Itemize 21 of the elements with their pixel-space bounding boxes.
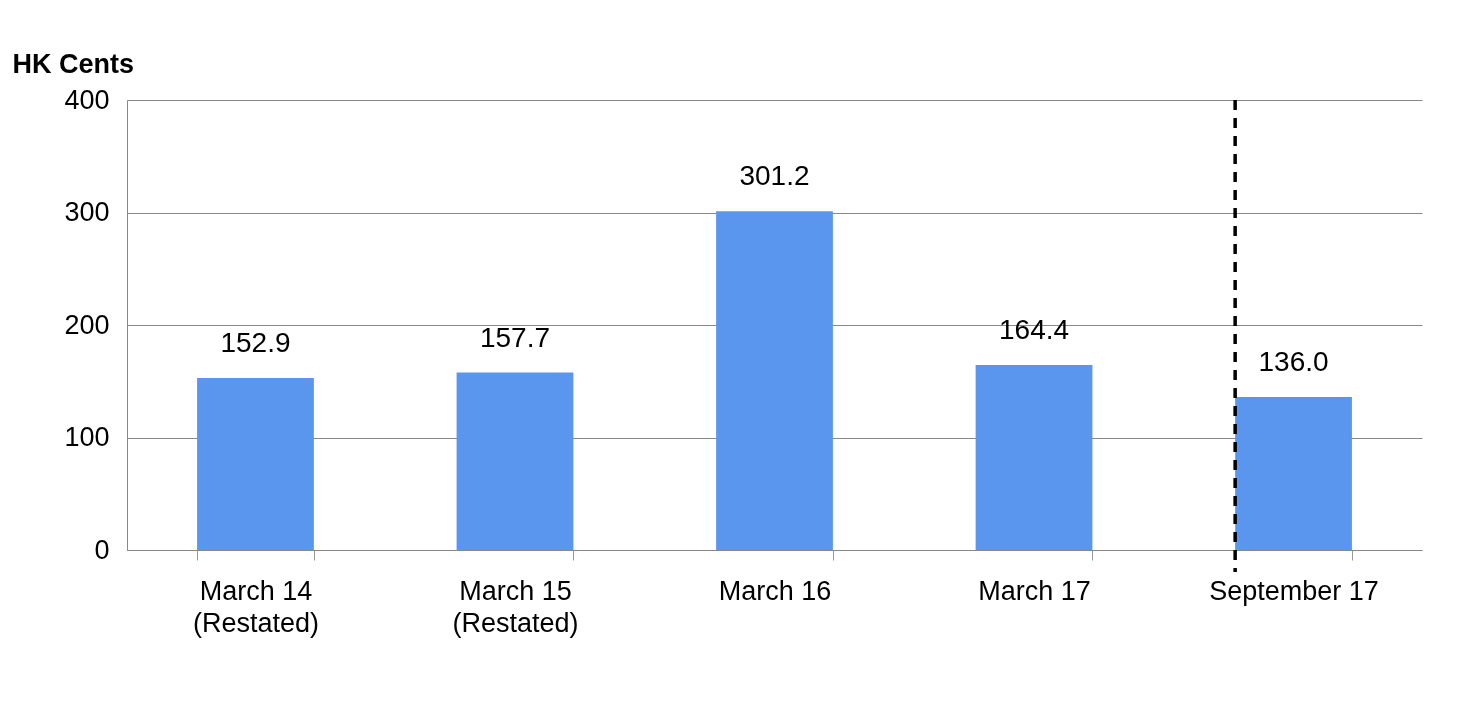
y-tick-label: 200 <box>64 309 110 340</box>
bar <box>716 211 833 550</box>
x-tick-label: March 14 (Restated) <box>192 575 319 638</box>
bar <box>456 372 574 550</box>
y-tick-label: 400 <box>64 84 110 115</box>
data-label: 152.9 <box>220 326 291 358</box>
bar <box>975 365 1093 550</box>
y-tick-label: 100 <box>64 422 110 452</box>
data-label: 136.0 <box>1258 346 1329 377</box>
data-label: 164.4 <box>998 314 1070 346</box>
x-tick-label: March 16 <box>718 575 832 606</box>
x-tick-label: March 15 (Restated) <box>452 575 579 638</box>
y-tick-label: 0 <box>94 534 110 565</box>
bar <box>197 377 314 550</box>
y-axis-title: HK Cents <box>12 48 135 79</box>
bar <box>1235 397 1352 550</box>
data-label: 157.7 <box>479 321 551 353</box>
x-tick-label: September 17 <box>1209 575 1379 606</box>
data-label: 301.2 <box>739 160 810 192</box>
x-tick-label: March 17 <box>978 575 1091 606</box>
y-tick-label: 300 <box>64 197 110 227</box>
